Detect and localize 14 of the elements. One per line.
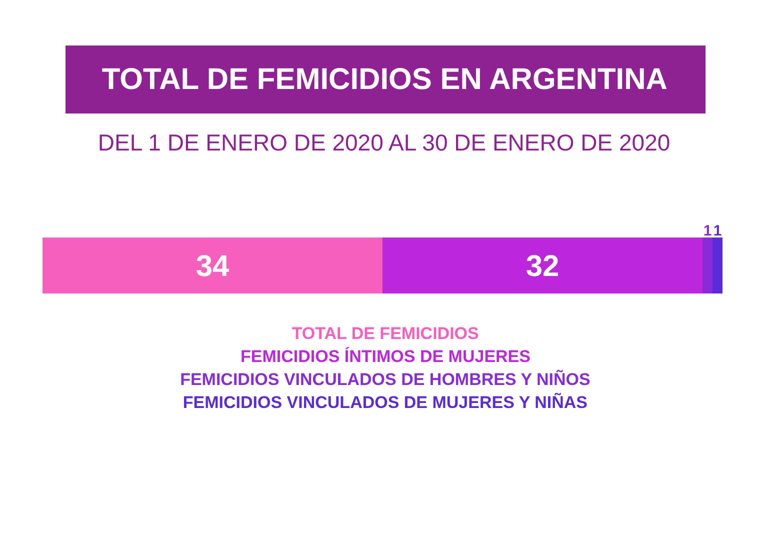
bar [382, 238, 702, 294]
data-label: 1 [713, 222, 722, 240]
data-label: 1 [703, 222, 712, 240]
series-label: TOTAL DE FEMICIDIOS [292, 324, 479, 343]
chart-subtitle: DEL 1 DE ENERO DE 2020 AL 30 DE ENERO DE 2020 [98, 130, 670, 156]
bar [42, 238, 382, 294]
data-label: 32 [526, 250, 560, 283]
text: FEMICIDIOS VINCULADOS DE MUJERES Y NIÑAS [182, 392, 588, 412]
chart-title: TOTAL DE FEMICIDIOS EN ARGENTINA [102, 63, 668, 96]
text: FEMICIDIOS VINCULADOS DE HOMBRES Y NIÑOS [180, 369, 590, 389]
text: FEMICIDIOS ÍNTIMOS DE MUJERES [240, 346, 530, 366]
bar [712, 238, 722, 294]
data-label: 34 [196, 250, 230, 283]
bar [702, 238, 712, 294]
